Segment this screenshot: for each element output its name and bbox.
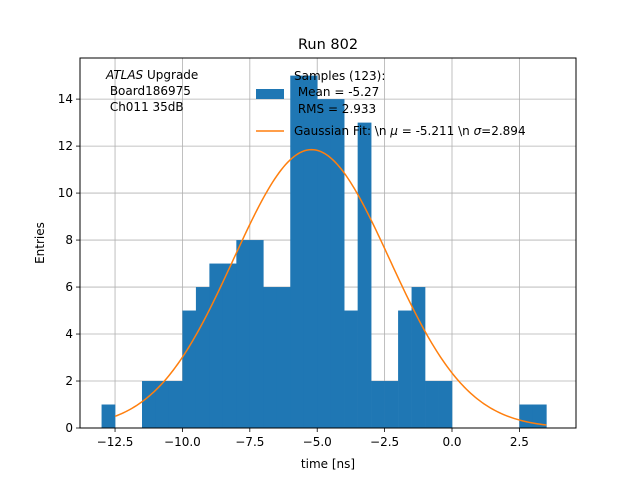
histogram-bar bbox=[344, 310, 358, 428]
x-tick-label: 0.0 bbox=[442, 435, 461, 449]
histogram-bar bbox=[330, 99, 345, 428]
histogram-bar bbox=[276, 287, 291, 428]
chart-title: Run 802 bbox=[298, 37, 358, 53]
annotation-atlas: ATLAS bbox=[105, 68, 144, 82]
histogram-bar bbox=[195, 287, 210, 428]
y-tick-label: 0 bbox=[65, 421, 73, 435]
histogram-bar bbox=[371, 381, 385, 428]
histogram-bar bbox=[222, 263, 237, 428]
y-tick-label: 2 bbox=[65, 374, 73, 388]
histogram-bar bbox=[263, 287, 278, 428]
y-tick-label: 8 bbox=[65, 233, 73, 247]
y-axis-ticks: 0 2 4 6 8 10 12 14 bbox=[58, 92, 80, 435]
histogram-bar bbox=[142, 381, 156, 428]
legend-fit-mu-value: = -5.211 \n bbox=[398, 124, 474, 138]
x-tick-label: −7.5 bbox=[235, 435, 264, 449]
legend-histogram-swatch bbox=[256, 89, 284, 99]
fit-curve bbox=[114, 148, 547, 426]
x-tick-label: −10.0 bbox=[164, 435, 201, 449]
legend-fit-label: Gaussian Fit: \n μ = -5.211 \n σ=2.894 bbox=[294, 124, 526, 138]
x-tick-label: −5.0 bbox=[303, 435, 332, 449]
histogram-bar bbox=[532, 404, 547, 428]
histogram-bar bbox=[317, 99, 331, 428]
annotation-upgrade: Upgrade bbox=[143, 68, 198, 82]
histogram-bar bbox=[101, 404, 116, 428]
histogram-bar bbox=[182, 310, 197, 428]
legend-samples-mean: Mean = -5.27 bbox=[294, 85, 379, 99]
y-tick-label: 6 bbox=[65, 280, 73, 294]
legend-samples-count: Samples (123): bbox=[294, 69, 385, 83]
y-tick-label: 12 bbox=[58, 139, 73, 153]
histogram-bar bbox=[209, 263, 224, 428]
annotation-title: ATLAS Upgrade bbox=[105, 68, 198, 82]
histogram-bar bbox=[384, 381, 399, 428]
x-axis-label: time [ns] bbox=[301, 457, 355, 471]
y-axis-label: Entries bbox=[33, 222, 47, 264]
x-tick-label: −2.5 bbox=[370, 435, 399, 449]
legend: Samples (123): Mean = -5.27 RMS = 2.933 … bbox=[256, 69, 526, 138]
annotation-board: Board186975 bbox=[106, 84, 191, 98]
legend-fit-mu: μ bbox=[389, 124, 398, 138]
legend-fit-prefix: Gaussian Fit: \n bbox=[294, 124, 390, 138]
x-axis-ticks: −12.5 −10.0 −7.5 −5.0 −2.5 0.0 2.5 bbox=[97, 428, 529, 449]
histogram-bar bbox=[357, 122, 372, 428]
legend-fit-sigma: σ bbox=[474, 124, 482, 138]
y-tick-label: 14 bbox=[58, 92, 73, 106]
histogram-bar bbox=[411, 287, 426, 428]
legend-samples-rms: RMS = 2.933 bbox=[294, 102, 376, 116]
legend-fit-sigma-value: =2.894 bbox=[481, 124, 525, 138]
annotation-channel: Ch011 35dB bbox=[106, 100, 184, 114]
histogram-bar bbox=[290, 75, 305, 428]
histogram-bar bbox=[438, 381, 453, 428]
y-tick-label: 4 bbox=[65, 327, 73, 341]
plot-frame bbox=[79, 57, 577, 429]
histogram-bar bbox=[398, 310, 412, 428]
x-tick-label: −12.5 bbox=[97, 435, 134, 449]
histogram-bar bbox=[168, 381, 183, 428]
annotation: ATLAS Upgrade Board186975 Ch011 35dB bbox=[105, 68, 198, 114]
histogram-bar bbox=[425, 381, 439, 428]
y-tick-label: 10 bbox=[58, 186, 73, 200]
histogram-bar bbox=[519, 404, 534, 428]
gaussian-fit bbox=[114, 148, 547, 426]
histogram-bar bbox=[249, 240, 264, 428]
x-tick-label: 2.5 bbox=[510, 435, 529, 449]
histogram-bar bbox=[303, 75, 318, 428]
histogram-bar bbox=[236, 240, 251, 428]
histogram-bar bbox=[155, 381, 170, 428]
